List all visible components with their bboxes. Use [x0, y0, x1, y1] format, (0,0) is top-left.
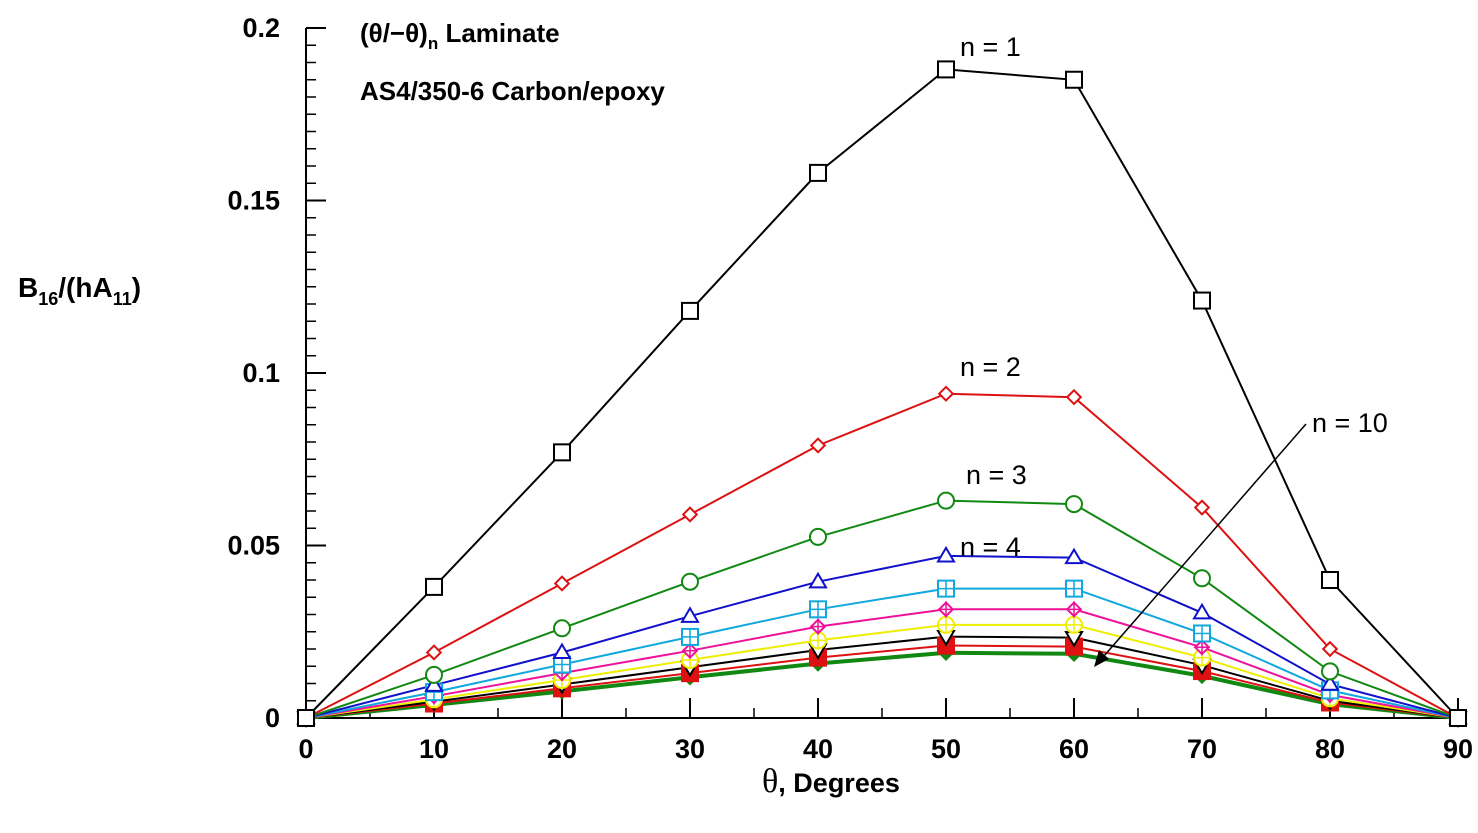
- y-tick-label: 0.1: [242, 358, 280, 388]
- x-tick-label: 30: [675, 734, 705, 764]
- x-tick-label: 0: [298, 734, 313, 764]
- data-point: [1193, 291, 1211, 310]
- series-line: [305, 608, 1459, 719]
- data-point: [809, 437, 827, 454]
- series-line: [305, 644, 1459, 719]
- data-point: [425, 665, 443, 684]
- data-point: [1065, 70, 1083, 89]
- data-point: [1193, 499, 1211, 516]
- data-point: [1449, 709, 1467, 727]
- data-point: [425, 644, 443, 661]
- data-point: [1320, 674, 1340, 691]
- y-tick-label: 0.05: [227, 531, 280, 561]
- series-line: [305, 635, 1459, 719]
- series-line: [305, 587, 1459, 719]
- data-point: [1064, 547, 1084, 565]
- x-tick-label: 70: [1187, 734, 1217, 764]
- data-point: [553, 575, 571, 592]
- x-axis-label: θ, Degrees: [762, 763, 900, 800]
- series-line: [305, 623, 1459, 719]
- chart-title-line2: AS4/350-6 Carbon/epoxy: [360, 76, 665, 106]
- data-point: [1321, 571, 1339, 589]
- x-tick-label: 40: [803, 734, 833, 764]
- chart-title-line1: (θ/−θ)n Laminate: [360, 18, 560, 53]
- x-tick-label: 60: [1059, 734, 1089, 764]
- data-point: [937, 491, 955, 510]
- annotation-n2: n = 2: [960, 352, 1021, 382]
- data-point: [1321, 662, 1339, 681]
- data-point: [1065, 388, 1083, 406]
- data-point: [680, 606, 700, 623]
- y-tick-label: 0.15: [227, 186, 280, 216]
- data-point: [1321, 640, 1339, 658]
- data-point: [936, 545, 956, 563]
- series-line: [305, 554, 1459, 719]
- data-point: [553, 443, 571, 462]
- y-axis-label: B16/(hA11): [18, 272, 141, 309]
- data-point: [424, 675, 444, 692]
- data-point: [297, 709, 315, 727]
- y-tick-label: 0: [265, 703, 280, 733]
- x-tick-label: 80: [1315, 734, 1345, 764]
- x-tick-label: 20: [547, 734, 577, 764]
- annotation-n10-leader: [1103, 423, 1307, 657]
- data-point: [681, 572, 699, 591]
- series-line: [305, 68, 1459, 719]
- data-point: [937, 60, 955, 79]
- annotation-n1: n = 1: [960, 32, 1021, 62]
- series-line: [305, 499, 1459, 719]
- plot-area: 0 10 20 30 40 50 60 70 80 90 0 0.05 0.1 0.15 0.2: [227, 13, 1473, 764]
- y-tick-label: 0.2: [242, 13, 280, 43]
- data-point: [552, 642, 572, 660]
- data-point: [1065, 495, 1083, 514]
- annotation-n10: n = 10: [1312, 408, 1388, 438]
- data-point: [425, 577, 443, 596]
- x-tick-label: 90: [1443, 734, 1473, 764]
- annotation-n4: n = 4: [960, 532, 1021, 562]
- annotation-n10-arrowhead: [1094, 650, 1109, 667]
- data-point: [808, 571, 828, 589]
- data-point: [681, 301, 699, 320]
- data-point: [809, 163, 827, 182]
- data-point: [1193, 569, 1211, 588]
- annotation-n3: n = 3: [966, 460, 1027, 490]
- x-tick-label: 10: [419, 734, 449, 764]
- data-point: [1192, 602, 1212, 620]
- series-line: [305, 392, 1459, 719]
- data-point: [809, 527, 827, 546]
- data-point: [553, 619, 571, 638]
- data-point: [681, 506, 699, 523]
- series-line: [305, 650, 1459, 720]
- x-tick-label: 50: [931, 734, 961, 764]
- data-point: [937, 385, 955, 402]
